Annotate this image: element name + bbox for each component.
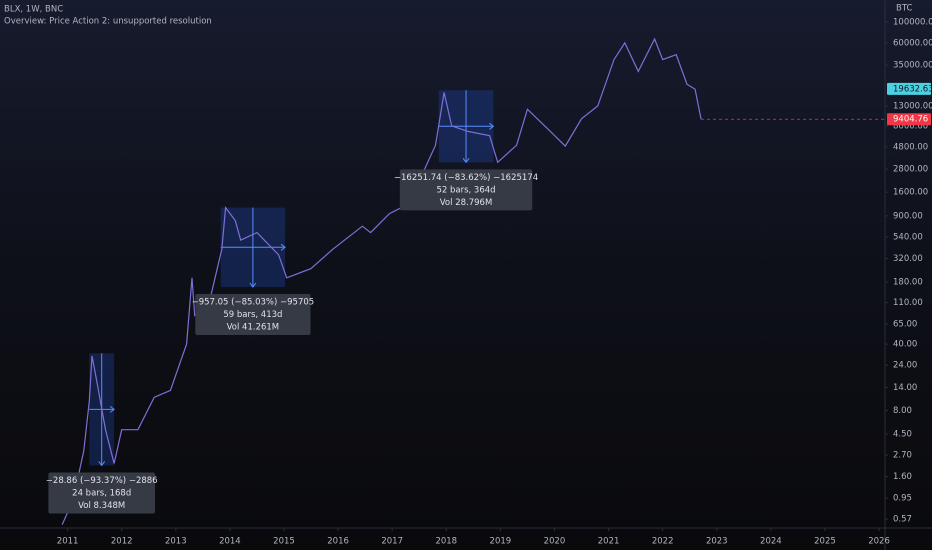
x-tick-label: 2015 [273, 537, 295, 547]
y-tick-label: 60000.00 [893, 38, 932, 48]
measure-label: 52 bars, 364d [436, 185, 495, 195]
y-tick-label: 0.95 [893, 494, 912, 504]
y-tick-label: 14.00 [893, 383, 917, 393]
x-tick-label: 2022 [652, 537, 674, 547]
measure-label-bg [399, 169, 533, 211]
x-tick-label: 2020 [544, 537, 566, 547]
measure-arrow [249, 282, 257, 288]
measure-arrow [489, 122, 495, 130]
y-tick-label: 1.60 [893, 472, 912, 482]
measure-label: −957.05 (−85.03%) −95705 [192, 297, 315, 307]
currency-label: BTC [896, 4, 913, 14]
y-tick-label: 65.00 [893, 320, 917, 330]
y-tick-label: 2.70 [893, 451, 912, 461]
x-tick-label: 2025 [814, 537, 836, 547]
measure-label: −16251.74 (−83.62%) −1625174 [394, 173, 538, 183]
y-tick-label: 8000.00 [893, 121, 928, 131]
price-label-bg [887, 82, 931, 95]
measure-label: 24 bars, 168d [72, 488, 131, 498]
indicator-title: Overview: Price Action 2: unsupported re… [4, 17, 212, 27]
x-tick-label: 2014 [219, 537, 241, 547]
y-tick-label: 540.00 [893, 232, 923, 242]
y-tick-label: 110.00 [893, 298, 923, 308]
measure-arrow [109, 405, 115, 413]
measure-arrow [280, 243, 286, 251]
symbol-title: BLX, 1W, BNC [4, 5, 63, 15]
measure-label: Vol 8.348M [78, 501, 125, 511]
price-line [61, 37, 702, 525]
y-tick-label: 320.00 [893, 254, 923, 264]
x-tick-label: 2018 [435, 537, 457, 547]
price-label-bg [887, 113, 931, 126]
y-tick-label: 35000.00 [893, 61, 932, 71]
y-tick-label: 100000.00 [893, 17, 932, 27]
x-tick-label: 2024 [760, 537, 782, 547]
y-tick-label: 0.57 [893, 515, 912, 525]
measure-label-bg [195, 293, 311, 335]
y-tick-label: 13000.00 [893, 101, 932, 111]
x-tick-label: 2021 [598, 537, 620, 547]
x-tick-label: 2016 [327, 537, 349, 547]
x-tick-label: 2017 [381, 537, 403, 547]
measure-label: −28.86 (−93.37%) −2886 [46, 476, 158, 486]
y-tick-label: 180.00 [893, 278, 923, 288]
y-tick-label: 900.00 [893, 211, 923, 221]
measure-label: Vol 41.261M [227, 322, 280, 332]
measure-arrow [98, 461, 106, 467]
y-tick-label: 40.00 [893, 340, 917, 350]
measure-label: Vol 28.796M [440, 198, 493, 208]
x-tick-label: 2013 [165, 537, 187, 547]
x-tick-label: 2026 [868, 537, 890, 547]
measure-label: 59 bars, 413d [223, 310, 282, 320]
plot-area [61, 37, 702, 525]
measure-arrow [462, 158, 470, 164]
measure-label-bg [48, 472, 155, 514]
x-tick-label: 2012 [111, 537, 133, 547]
y-tick-label: 2800.00 [893, 165, 928, 175]
y-tick-label: 24.00 [893, 361, 917, 371]
x-tick-label: 2023 [706, 537, 728, 547]
y-tick-label: 1600.00 [893, 188, 928, 198]
x-tick-label: 2019 [490, 537, 512, 547]
price-label: 19632.63 [893, 84, 932, 94]
y-tick-label: 4800.00 [893, 142, 928, 152]
x-tick-label: 2011 [57, 537, 79, 547]
y-tick-label: 8.00 [893, 406, 912, 416]
price-label: 9404.76 [893, 115, 928, 125]
y-tick-label: 4.50 [893, 430, 912, 440]
